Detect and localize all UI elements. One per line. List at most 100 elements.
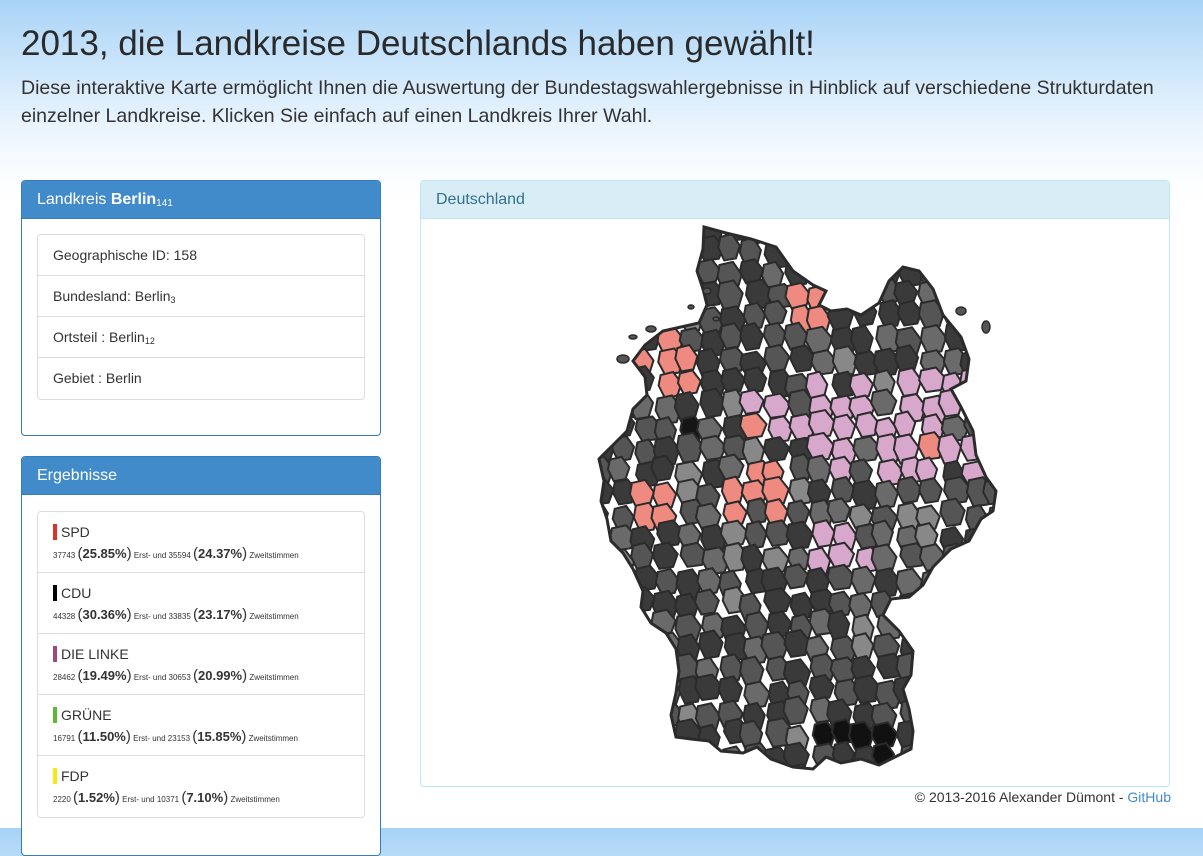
landkreis-region[interactable] (677, 766, 706, 786)
landkreis-region[interactable] (789, 219, 816, 244)
landkreis-region[interactable] (826, 563, 856, 591)
landkreis-region[interactable] (809, 652, 837, 683)
landkreis-region[interactable] (635, 696, 662, 726)
landkreis-region[interactable] (914, 607, 941, 636)
landkreis-region[interactable] (611, 478, 637, 506)
landkreis-region[interactable] (987, 238, 1011, 268)
landkreis-region[interactable] (917, 676, 947, 704)
landkreis-region[interactable] (1005, 284, 1027, 312)
landkreis-region[interactable] (1007, 477, 1030, 502)
landkreis-region[interactable] (696, 766, 722, 786)
landkreis-region[interactable] (606, 611, 635, 642)
landkreis-region[interactable] (831, 276, 856, 306)
landkreis-region[interactable] (745, 497, 770, 525)
landkreis-region[interactable] (848, 278, 875, 309)
landkreis-region[interactable] (855, 219, 882, 243)
landkreis-region[interactable] (961, 632, 992, 661)
landkreis-region[interactable] (1004, 323, 1030, 352)
landkreis-region[interactable] (831, 413, 857, 441)
landkreis-region[interactable] (1006, 746, 1027, 773)
landkreis-region[interactable] (979, 586, 1005, 614)
landkreis-region[interactable] (586, 415, 614, 443)
landkreis-region[interactable] (592, 699, 616, 732)
landkreis-region[interactable] (589, 368, 617, 399)
landkreis-region[interactable] (693, 588, 720, 616)
landkreis-region[interactable] (921, 722, 948, 754)
landkreis-region[interactable] (675, 233, 703, 260)
landkreis-region[interactable] (1005, 455, 1028, 482)
landkreis-region[interactable] (611, 680, 637, 711)
landkreis-region[interactable] (761, 766, 790, 786)
landkreis-region[interactable] (987, 613, 1013, 641)
landkreis-region[interactable] (717, 767, 744, 786)
landkreis-region[interactable] (942, 674, 970, 704)
landkreis-region[interactable] (761, 475, 790, 507)
landkreis-region[interactable] (918, 477, 944, 505)
landkreis-region[interactable] (630, 743, 654, 772)
landkreis-region[interactable] (587, 738, 615, 767)
landkreis-region[interactable] (942, 568, 969, 599)
landkreis-region[interactable] (679, 541, 709, 568)
landkreis-region[interactable] (592, 279, 616, 307)
landkreis-region[interactable] (806, 454, 832, 485)
landkreis-region[interactable] (983, 283, 1009, 313)
landkreis-region[interactable] (939, 233, 966, 264)
landkreis-region[interactable] (629, 239, 654, 267)
landkreis-region[interactable] (784, 281, 812, 311)
landkreis-region[interactable] (874, 479, 900, 510)
landkreis-region[interactable] (1010, 656, 1034, 684)
landkreis-region[interactable] (850, 632, 875, 662)
landkreis-region[interactable] (744, 520, 768, 550)
landkreis-region[interactable] (826, 497, 852, 524)
landkreis-region[interactable] (852, 674, 882, 705)
landkreis-region[interactable] (853, 762, 880, 786)
landkreis-region[interactable] (632, 277, 657, 307)
landkreis-region[interactable] (613, 365, 643, 393)
landkreis-region[interactable] (892, 410, 917, 438)
landkreis-region[interactable] (587, 518, 611, 551)
landkreis-region[interactable] (918, 634, 948, 665)
landkreis-region[interactable] (607, 588, 635, 616)
landkreis-region[interactable] (763, 587, 793, 615)
landkreis-region[interactable] (983, 372, 1009, 400)
landkreis-region[interactable] (805, 431, 835, 462)
landkreis-region[interactable] (586, 302, 609, 332)
landkreis-region[interactable] (940, 607, 969, 640)
landkreis-region[interactable] (848, 371, 875, 400)
landkreis-region[interactable] (1006, 349, 1030, 374)
landkreis-region[interactable] (717, 453, 745, 481)
landkreis-region[interactable] (613, 697, 637, 728)
landkreis-region[interactable] (697, 629, 724, 660)
landkreis-region[interactable] (811, 519, 836, 549)
landkreis-region[interactable] (762, 321, 787, 349)
landkreis-region[interactable] (876, 219, 902, 243)
landkreis-region[interactable] (738, 388, 765, 415)
landkreis-region[interactable] (872, 347, 902, 378)
landkreis-region[interactable] (589, 610, 616, 639)
landkreis-region[interactable] (722, 500, 748, 527)
landkreis-region[interactable] (899, 542, 928, 569)
landkreis-region[interactable] (808, 673, 835, 701)
landkreis-region[interactable] (980, 722, 1005, 749)
landkreis-region[interactable] (610, 219, 637, 241)
landkreis-region[interactable] (897, 219, 926, 244)
landkreis-region[interactable] (960, 680, 989, 713)
island-region[interactable] (702, 287, 712, 295)
landkreis-region[interactable] (586, 762, 612, 786)
landkreis-region[interactable] (981, 679, 1005, 707)
landkreis-region[interactable] (960, 721, 988, 750)
landkreis-region[interactable] (722, 541, 749, 573)
landkreis-region[interactable] (767, 414, 794, 444)
landkreis-region[interactable] (831, 740, 856, 769)
landkreis-region[interactable] (651, 219, 679, 246)
landkreis-region[interactable] (921, 219, 950, 249)
landkreis-region[interactable] (918, 366, 947, 394)
landkreis-region[interactable] (742, 366, 768, 394)
germany-map-svg[interactable] (421, 219, 1169, 786)
landkreis-region[interactable] (607, 238, 635, 270)
landkreis-region[interactable] (589, 347, 612, 378)
landkreis-region[interactable] (1009, 588, 1035, 616)
landkreis-region[interactable] (696, 567, 723, 596)
landkreis-region[interactable] (652, 744, 681, 775)
landkreis-region[interactable] (694, 673, 723, 702)
